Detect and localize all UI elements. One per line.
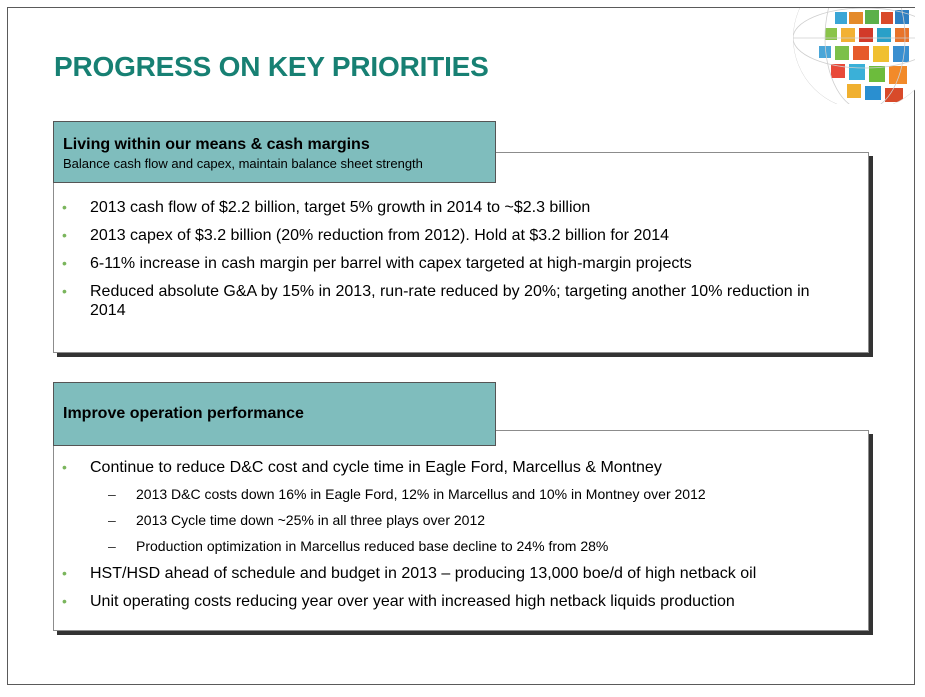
list-item: • 6-11% increase in cash margin per barre… <box>62 255 692 272</box>
slide-frame <box>7 7 915 685</box>
bullet-icon: • <box>62 459 67 475</box>
list-item: • Reduced absolute G&A by 15% in 2013, ru… <box>62 283 810 319</box>
list-item: • HST/HSD ahead of schedule and budget in… <box>62 565 757 582</box>
bullet-icon: • <box>62 283 67 299</box>
priority-panel-cash-margins <box>53 152 869 353</box>
priority-panel-operation <box>53 430 869 631</box>
sub-list-container: –2013 D&C costs down 16% in Eagle Ford, … <box>62 486 852 555</box>
sub-list-item: –2013 D&C costs down 16% in Eagle Ford, … <box>108 486 706 502</box>
list-item: • Continue to reduce D&C cost and cycle t… <box>62 459 662 476</box>
section-header-cash-margins: Living within our means & cash margins B… <box>53 121 496 183</box>
bullet-icon: • <box>62 227 67 243</box>
sub-bullet-list: –2013 D&C costs down 16% in Eagle Ford, … <box>62 486 852 555</box>
bullet-icon: • <box>62 199 67 215</box>
list-item: • 2013 capex of $3.2 billion (20% reducti… <box>62 227 670 244</box>
page-title: PROGRESS ON KEY PRIORITIES <box>54 51 489 82</box>
sub-list-item: –2013 Cycle time down ~25% in all three … <box>108 512 486 528</box>
sub-list-item: – Production optimization in Marcellus re… <box>108 538 609 554</box>
list-item: • 2013 cash flow of $2.2 billion, target … <box>62 199 591 216</box>
dash-icon: – <box>108 538 116 554</box>
globe-mosaic-icon <box>793 8 915 104</box>
section-header-operation: Improve operation performance <box>53 382 496 446</box>
dash-icon: – <box>108 486 116 502</box>
bullet-list-cash-margins: • 2013 cash flow of $2.2 billion, target … <box>62 198 842 329</box>
bullet-list-operation: • Continue to reduce D&C cost and cycle t… <box>62 458 852 620</box>
section-title: Improve operation performance <box>63 405 304 422</box>
bullet-icon: • <box>62 565 67 581</box>
dash-icon: – <box>108 512 116 528</box>
section-subtitle: Balance cash flow and capex, maintain ba… <box>63 156 423 171</box>
bullet-icon: • <box>62 593 67 609</box>
list-item: • Unit operating costs reducing year over… <box>62 593 735 610</box>
bullet-icon: • <box>62 255 67 271</box>
section-title: Living within our means & cash margins <box>63 136 370 153</box>
